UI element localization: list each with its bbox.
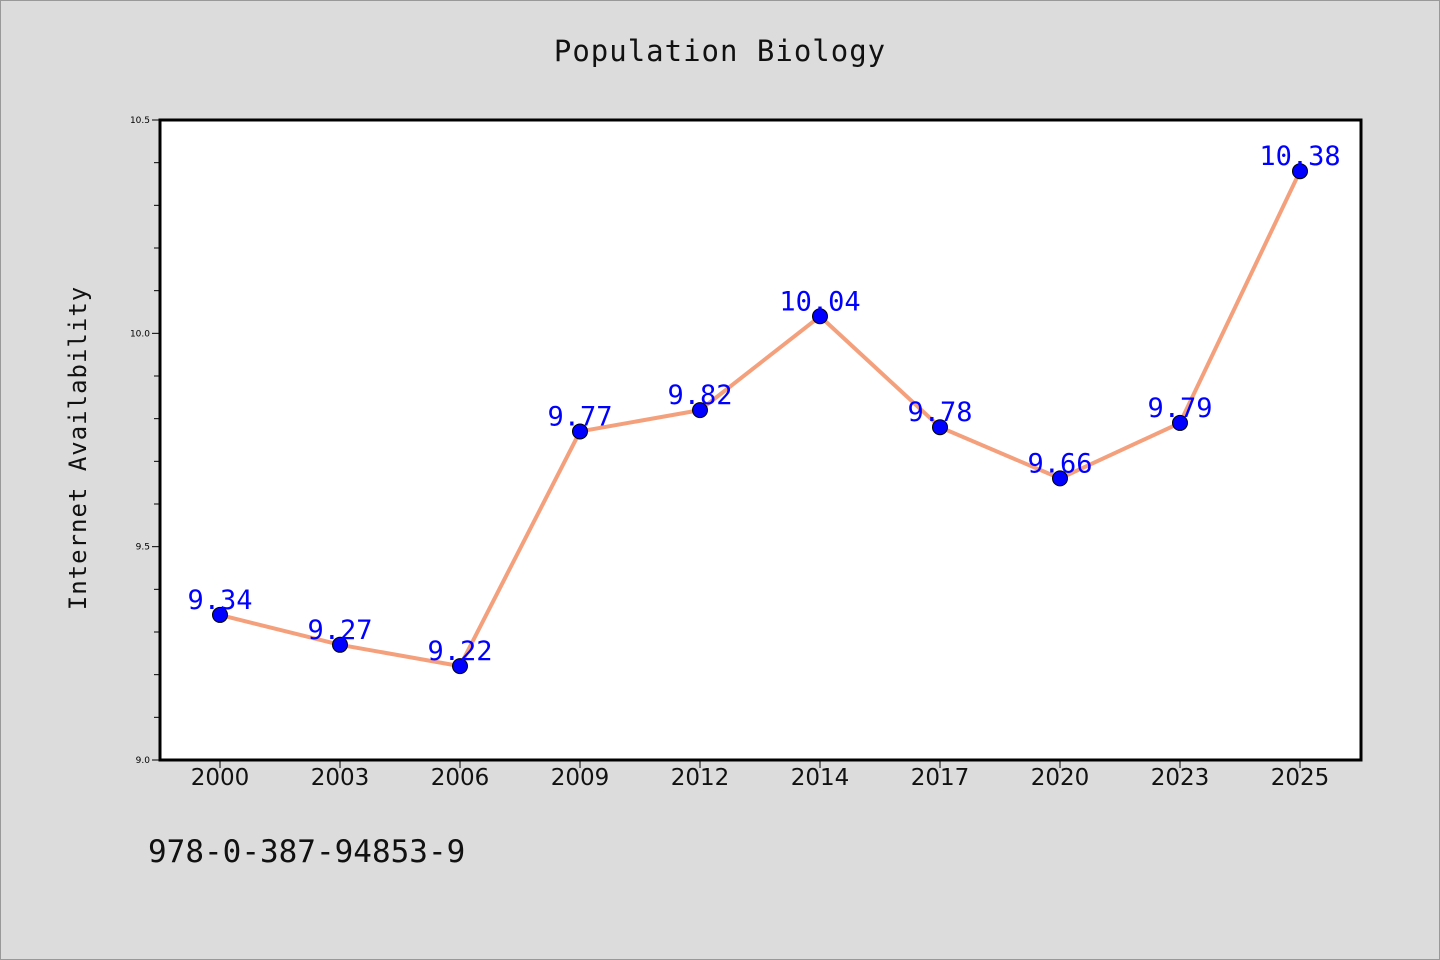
- x-tick-label: 2009: [551, 765, 610, 791]
- data-label: 9.27: [307, 615, 372, 646]
- data-label: 9.78: [907, 397, 972, 428]
- x-tick-label: 2023: [1151, 765, 1210, 791]
- data-point: [932, 419, 948, 436]
- x-tick-label: 2003: [311, 765, 370, 791]
- data-label: 10.38: [1259, 141, 1340, 172]
- plot-layer: 9.0 9.5 10.0 10.5 Internet Availability 2000 2…: [64, 116, 1363, 791]
- data-label: 9.82: [667, 380, 732, 411]
- data-point: [212, 606, 228, 623]
- data-point: [1052, 470, 1068, 487]
- y-tick-label: 10.5: [130, 116, 150, 126]
- footnote-isbn: 978-0-387-94853-9: [148, 834, 466, 870]
- x-tick-label: 2017: [911, 765, 970, 791]
- x-tick-label: 2012: [671, 765, 730, 791]
- data-label: 9.79: [1147, 393, 1212, 424]
- data-label: 9.77: [547, 401, 612, 432]
- data-point: [332, 636, 348, 653]
- y-tick-label: 10.0: [130, 329, 150, 339]
- data-label: 9.66: [1027, 448, 1092, 479]
- x-tick-label: 2020: [1031, 765, 1090, 791]
- plot-area: [158, 118, 1363, 762]
- data-point: [572, 423, 588, 440]
- x-tick-label: 2025: [1271, 765, 1330, 791]
- chart-title: Population Biology: [553, 34, 887, 68]
- data-point: [1172, 414, 1188, 431]
- data-point: [1292, 163, 1308, 180]
- data-point: [452, 658, 468, 675]
- data-label: 9.34: [187, 585, 252, 616]
- data-point: [692, 402, 708, 419]
- data-point: [812, 308, 828, 325]
- data-label: 9.22: [427, 636, 492, 667]
- y-tick-label: 9.0: [136, 756, 151, 766]
- x-tick-label: 2000: [191, 765, 250, 791]
- series-line: [218, 169, 1302, 669]
- data-label: 10.04: [779, 286, 860, 317]
- y-axis-label: Internet Availability: [64, 286, 92, 610]
- x-tick-label: 2014: [791, 765, 850, 791]
- y-tick-label: 9.5: [136, 543, 150, 553]
- x-tick-label: 2006: [431, 765, 490, 791]
